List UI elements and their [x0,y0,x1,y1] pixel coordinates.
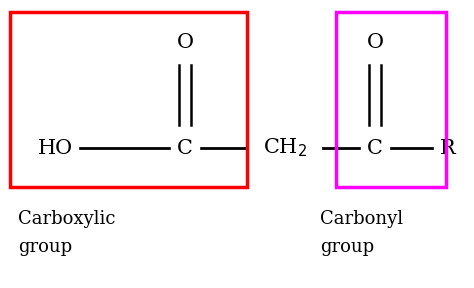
Text: group: group [320,238,374,256]
Bar [10,12,247,187]
Text: O: O [366,33,383,52]
Text: group: group [18,238,72,256]
Text: HO: HO [37,139,73,158]
Text: C: C [177,139,193,158]
Text: Carboxylic: Carboxylic [18,210,116,228]
Text: O: O [176,33,193,52]
Text: C: C [367,139,383,158]
Text: CH$_2$: CH$_2$ [263,137,307,159]
Bar [336,12,446,187]
Text: R: R [440,139,456,158]
Text: Carbonyl: Carbonyl [320,210,403,228]
